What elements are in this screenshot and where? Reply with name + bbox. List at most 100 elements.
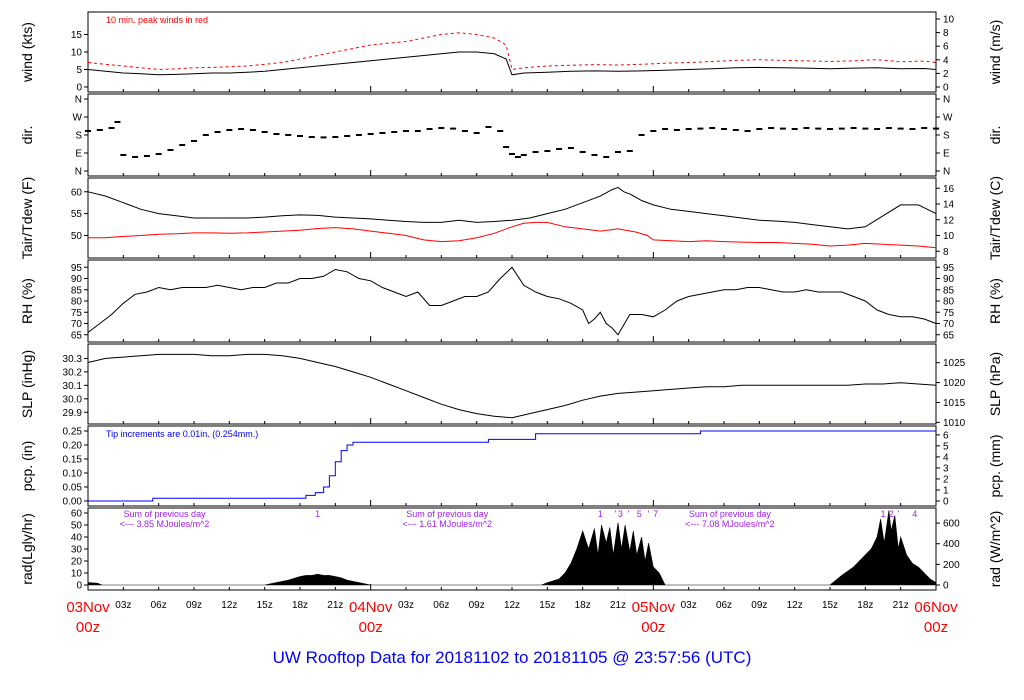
ytick-label-pcp: 0.20: [63, 441, 83, 452]
chart-title: UW Rooftop Data for 20181102 to 20181105…: [272, 648, 752, 667]
rad-mark: 5: [637, 509, 642, 519]
rtick-label-temp: 14: [943, 200, 955, 211]
xtick-label: 06z: [151, 600, 167, 611]
annotation-pcp: Tip increments are 0.01in. (0.254mm.): [106, 429, 258, 439]
rad-mark: 7: [653, 509, 658, 519]
rtick-label-wind: 8: [943, 28, 949, 39]
day-label-date: 06Nov: [914, 599, 958, 616]
rtick-label-rh: 85: [943, 285, 955, 296]
ylabel-right-rad: rad (W/m^2): [987, 511, 1003, 588]
panel-rh-frame: [87, 259, 937, 343]
ylabel-slp: SLP (inHg): [19, 350, 35, 418]
rtick-label-rh: 70: [943, 319, 955, 330]
rtick-label-pcp: 2: [943, 474, 949, 485]
rtick-label-dir: N: [943, 95, 950, 106]
ytick-label-rad: 0: [76, 581, 82, 592]
ytick-label-slp: 30.3: [63, 354, 83, 365]
ytick-label-slp: 30.1: [63, 381, 83, 392]
day-label-time: 00z: [641, 619, 665, 636]
rad-mark: 1: [598, 509, 603, 519]
ylabel-right-pcp: pcp. (mm): [987, 435, 1003, 498]
ylabel-right-slp: SLP (hPa): [987, 352, 1003, 416]
day-label-time: 00z: [359, 619, 383, 636]
rad-annotation-line1: Sum of previous day: [689, 509, 772, 519]
rtick-label-pcp: 3: [943, 463, 949, 474]
annotation-wind: 10 min. peak winds in red: [106, 15, 208, 25]
rad-mark: ': [648, 509, 650, 519]
ytick-label-rad: 60: [71, 509, 83, 520]
ytick-label-rh: 70: [71, 319, 83, 330]
ytick-label-pcp: 0.10: [63, 469, 83, 480]
series-line-rh-0: [87, 266, 937, 336]
rtick-label-temp: 12: [943, 215, 955, 226]
xtick-label: 09z: [186, 600, 202, 611]
rtick-label-rh: 65: [943, 330, 955, 341]
ytick-label-wind: 10: [71, 48, 83, 59]
ytick-label-dir: S: [75, 131, 82, 142]
ytick-label-dir: N: [75, 167, 82, 178]
rad-annotation-line1: Sum of previous day: [124, 509, 207, 519]
ytick-label-pcp: 0.25: [63, 427, 83, 438]
rtick-label-rad: 0: [943, 581, 949, 592]
xtick-label: 21z: [893, 600, 909, 611]
ytick-label-dir: N: [75, 95, 82, 106]
rtick-label-pcp: 5: [943, 441, 949, 452]
rtick-label-rh: 75: [943, 308, 955, 319]
rtick-label-wind: 10: [943, 14, 955, 25]
rtick-label-wind: 6: [943, 42, 949, 53]
day-label-date: 04Nov: [349, 599, 393, 616]
ytick-label-dir: E: [75, 149, 82, 160]
series-line-wind-0: [87, 51, 937, 76]
xtick-label: 18z: [292, 600, 308, 611]
xtick-label: 21z: [327, 600, 343, 611]
ytick-label-rad: 10: [71, 569, 83, 580]
ytick-label-rh: 85: [71, 285, 83, 296]
radiation-area: [87, 510, 937, 586]
xtick-label: 03z: [115, 600, 131, 611]
ylabel-dir: dir.: [19, 126, 35, 145]
rtick-label-rh: 80: [943, 297, 955, 308]
ytick-label-pcp: 0.00: [63, 497, 83, 508]
ytick-label-temp: 60: [71, 187, 83, 198]
ytick-label-dir: W: [73, 113, 83, 124]
ytick-label-rh: 95: [71, 263, 83, 274]
rtick-label-temp: 8: [943, 247, 949, 258]
ytick-label-rad: 40: [71, 533, 83, 544]
rad-mark: 2: [889, 509, 894, 519]
xtick-label: 09z: [469, 600, 485, 611]
day-label-date: 03Nov: [66, 599, 110, 616]
xtick-label: 15z: [257, 600, 273, 611]
xtick-label: 09z: [751, 600, 767, 611]
rtick-label-dir: E: [943, 149, 950, 160]
ytick-label-wind: 0: [76, 83, 82, 94]
rtick-label-slp: 1020: [943, 378, 966, 389]
day-label-time: 00z: [924, 619, 948, 636]
ytick-label-pcp: 0.05: [63, 483, 83, 494]
rad-mark: ': [615, 509, 617, 519]
rtick-label-rad: 600: [943, 519, 960, 530]
rtick-label-slp: 1025: [943, 358, 966, 369]
xtick-label: 15z: [822, 600, 838, 611]
ylabel-rh: RH (%): [19, 278, 35, 324]
rad-annotation-line1: Sum of previous day: [406, 509, 489, 519]
ytick-label-rad: 30: [71, 545, 83, 556]
ytick-label-rad: 50: [71, 521, 83, 532]
rad-annotation-line2: <--- 1.61 MJoules/m^2: [402, 519, 492, 529]
rtick-label-dir: W: [943, 113, 953, 124]
xtick-label: 12z: [221, 600, 237, 611]
rad-mark: 1: [315, 509, 320, 519]
rad-annotation-line2: <--- 3.85 MJoules/m^2: [120, 519, 210, 529]
rtick-label-pcp: 6: [943, 430, 949, 441]
series-line-wind-1: [87, 32, 937, 71]
ytick-label-wind: 5: [76, 65, 82, 76]
rtick-label-pcp: 4: [943, 452, 949, 463]
xtick-label: 15z: [539, 600, 555, 611]
rad-mark: ': [897, 509, 899, 519]
ytick-label-pcp: 0.15: [63, 455, 83, 466]
rtick-label-dir: S: [943, 131, 950, 142]
series-line-temp-1: [88, 221, 937, 249]
xtick-label: 12z: [504, 600, 520, 611]
ylabel-right-dir: dir.: [987, 126, 1003, 145]
series-line-temp-0: [87, 186, 937, 230]
